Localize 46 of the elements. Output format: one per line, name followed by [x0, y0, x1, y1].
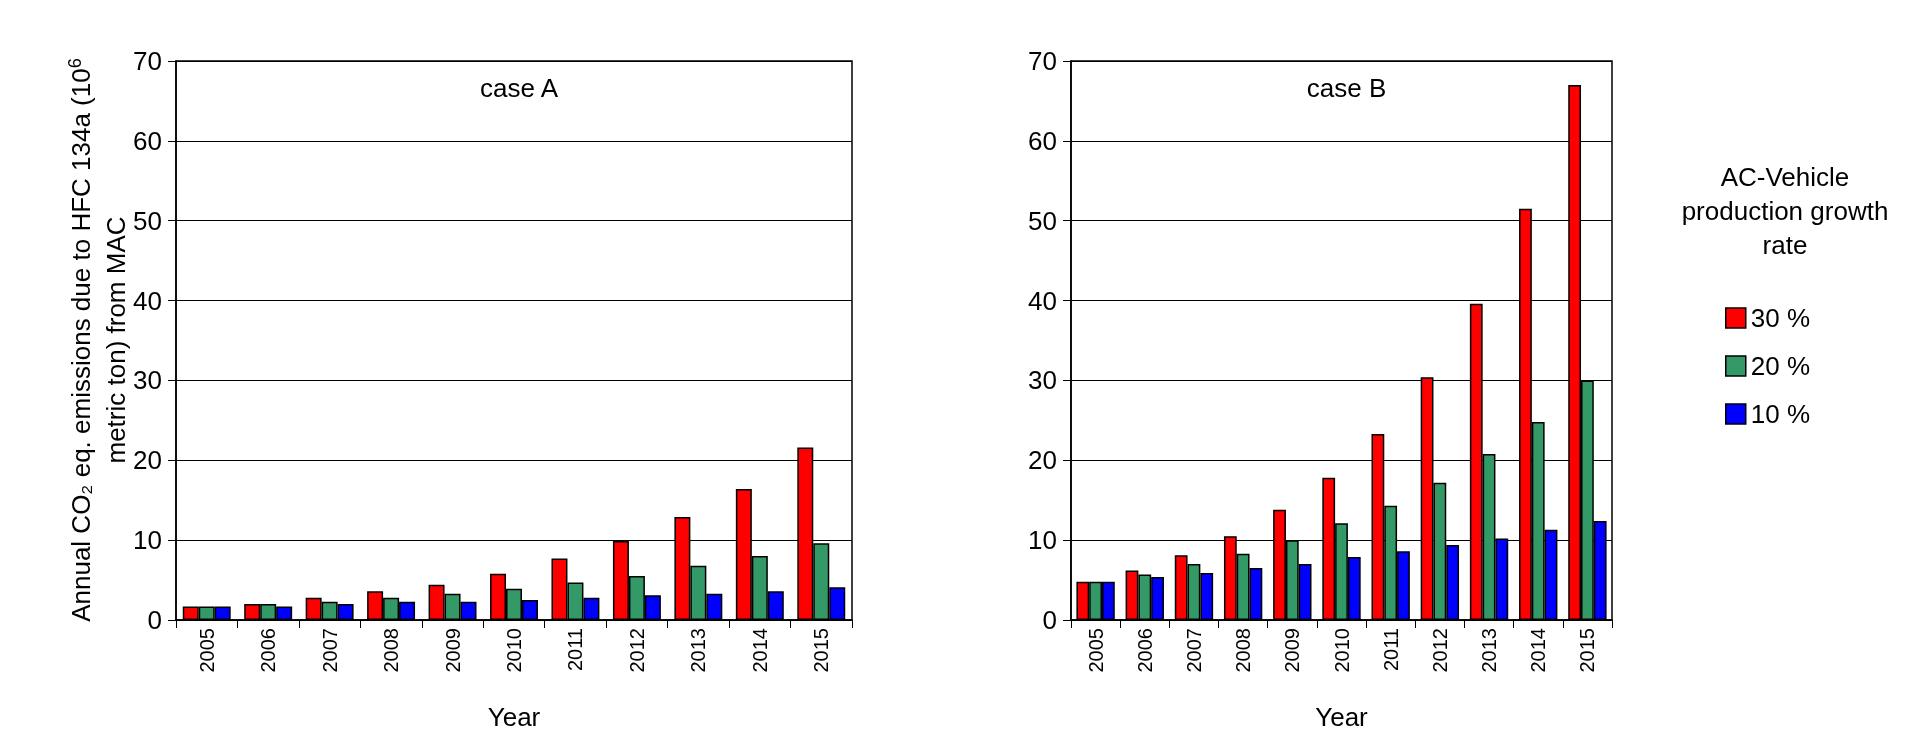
y-tick-label: 20	[133, 445, 162, 476]
x-tick-label: 2009	[1281, 628, 1304, 673]
y-tick-label: 0	[147, 605, 162, 635]
x-tick-label: 2005	[1084, 628, 1107, 673]
x-tick-label: 2015	[1576, 628, 1599, 673]
x-tick-label: 2009	[441, 628, 464, 673]
x-tick-label: 2015	[810, 628, 833, 673]
x-tick-label: 2013	[1478, 628, 1501, 673]
legend-label: 20 %	[1750, 351, 1811, 381]
legend-title: AC-Vehicle production growth rate	[1680, 161, 1890, 262]
y-tick-label: 20	[1028, 445, 1057, 476]
x-tick-label: 2013	[687, 628, 710, 673]
x-tick-label: 2007	[1182, 628, 1205, 673]
x-tick-label: 2006	[1133, 628, 1156, 673]
y-tick-label: 10	[133, 525, 162, 556]
x-tick-label: 2005	[195, 628, 218, 673]
x-tick-label: 2007	[318, 628, 341, 673]
y-tick-label: 0	[1042, 605, 1057, 635]
x-tick-label: 2012	[625, 628, 648, 673]
legend-label: 30 %	[1750, 303, 1811, 333]
y-tick-label: 40	[133, 285, 162, 316]
y-tick-label: 70	[133, 46, 162, 76]
x-tick-label: 2010	[503, 628, 525, 673]
x-tick-label: 2014	[1527, 628, 1550, 673]
y-tick-label: 50	[1028, 205, 1057, 236]
x-tick-label: 2008	[380, 628, 403, 673]
legend-label: 10 %	[1750, 399, 1811, 429]
x-tick-label: 2012	[1428, 628, 1451, 673]
y-tick-label: 30	[133, 365, 162, 396]
text: case B	[1306, 73, 1387, 103]
y-tick-label: 10	[1028, 525, 1057, 556]
y-tick-label: 40	[1028, 285, 1057, 316]
x-tick-label: 2006	[257, 628, 280, 673]
x-tick-label: 2014	[748, 628, 771, 673]
x-tick-label: 2011	[1379, 628, 1402, 672]
y-tick-label: 70	[1028, 46, 1057, 76]
x-tick-label: 2008	[1232, 628, 1255, 673]
x-tick-label: 2011	[564, 628, 587, 672]
text: case A	[479, 73, 559, 103]
y-tick-label: 60	[133, 125, 162, 156]
x-tick-label: 2010	[1330, 628, 1353, 673]
x-axis-title: Year	[1315, 702, 1369, 732]
y-tick-label: 60	[1028, 125, 1057, 156]
y-tick-label: 50	[133, 205, 162, 236]
y-tick-label: 30	[1028, 365, 1057, 396]
x-axis-title: Year	[487, 702, 541, 732]
